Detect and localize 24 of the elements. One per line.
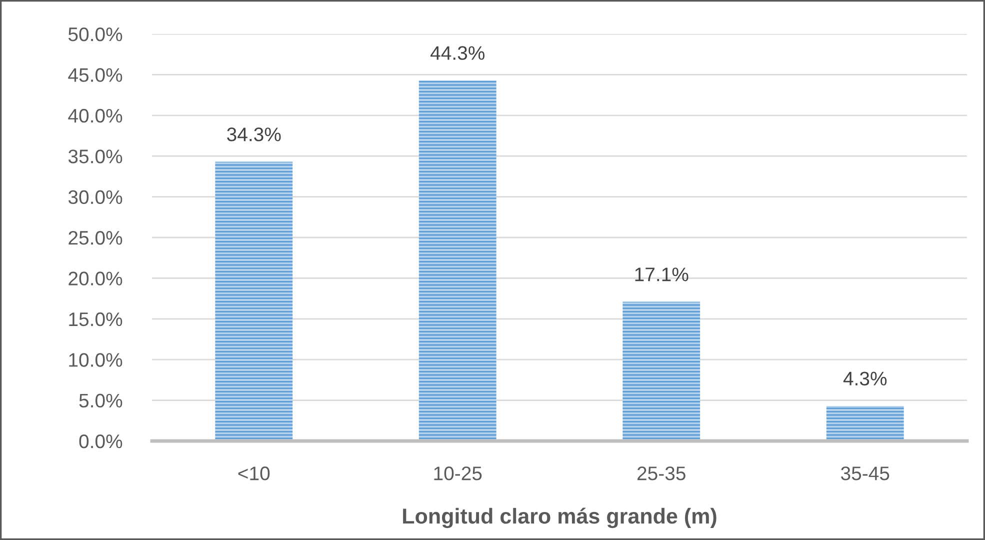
bar (826, 406, 904, 441)
bar (418, 80, 496, 441)
y-tick-label: 5.0% (79, 394, 122, 408)
x-tick-label: 25-35 (637, 466, 686, 480)
y-tick-label: 30.0% (68, 190, 122, 204)
data-label: 17.1% (635, 268, 688, 282)
x-tick-label: 35-45 (841, 466, 890, 480)
x-axis-title: Longitud claro más grande (m) (403, 508, 716, 528)
y-tick-label: 10.0% (69, 353, 122, 367)
y-tick-label: 50.0% (68, 27, 122, 42)
y-tick-label: 25.0% (68, 230, 122, 245)
y-tick-label: 40.0% (68, 108, 122, 123)
x-tick-label: 10-25 (434, 466, 482, 480)
data-label: 34.3% (227, 128, 281, 142)
y-tick-label: 15.0% (69, 312, 122, 326)
x-tick-label: <10 (238, 466, 270, 480)
bar (215, 162, 293, 441)
data-label: 44.3% (430, 46, 484, 60)
y-tick-label: 0.0% (79, 434, 122, 448)
y-tick-label: 20.0% (68, 272, 122, 286)
bar (622, 302, 700, 441)
y-tick-label: 35.0% (68, 150, 122, 164)
y-tick-label: 45.0% (68, 68, 122, 82)
data-label: 4.3% (843, 372, 887, 386)
